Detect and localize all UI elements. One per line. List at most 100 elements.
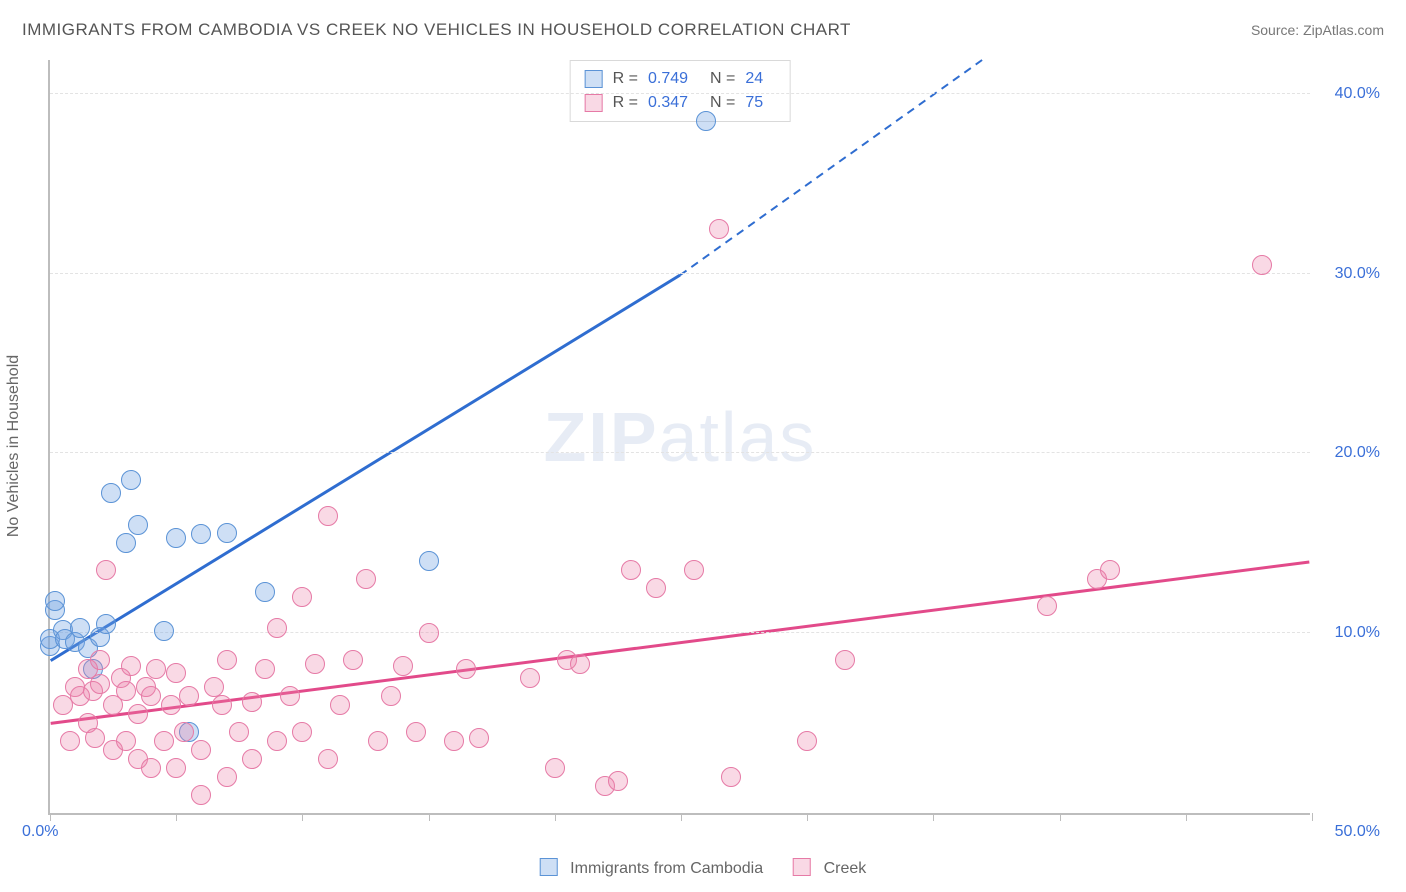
data-point — [60, 731, 80, 751]
x-tick — [933, 813, 934, 821]
data-point — [305, 654, 325, 674]
legend-n-value-2: 75 — [745, 91, 775, 115]
data-point — [116, 681, 136, 701]
data-point — [343, 650, 363, 670]
legend-swatch-2 — [585, 94, 603, 112]
x-tick — [176, 813, 177, 821]
data-point — [174, 722, 194, 742]
data-point — [121, 656, 141, 676]
data-point — [318, 749, 338, 769]
data-point — [406, 722, 426, 742]
data-point — [70, 618, 90, 638]
y-tick-label: 10.0% — [1335, 624, 1380, 642]
legend-n-label: N = — [710, 67, 735, 91]
x-tick — [50, 813, 51, 821]
data-point — [121, 470, 141, 490]
y-axis-label: No Vehicles in Household — [5, 355, 23, 537]
gridline — [50, 632, 1310, 633]
data-point — [419, 551, 439, 571]
data-point — [229, 722, 249, 742]
legend-n-label: N = — [710, 91, 735, 115]
y-tick-label: 30.0% — [1335, 265, 1380, 283]
data-point — [684, 560, 704, 580]
data-point — [1037, 596, 1057, 616]
source-label: Source: — [1251, 22, 1303, 38]
x-tick-label: 0.0% — [22, 823, 58, 841]
data-point — [146, 659, 166, 679]
data-point — [469, 728, 489, 748]
x-tick — [429, 813, 430, 821]
data-point — [368, 731, 388, 751]
legend-swatch-bottom-1 — [540, 858, 558, 876]
data-point — [141, 686, 161, 706]
data-point — [520, 668, 540, 688]
data-point — [318, 506, 338, 526]
legend-swatch-bottom-2 — [793, 858, 811, 876]
data-point — [255, 582, 275, 602]
data-point — [154, 731, 174, 751]
data-point — [217, 767, 237, 787]
data-point — [96, 560, 116, 580]
data-point — [255, 659, 275, 679]
data-point — [444, 731, 464, 751]
gridline — [50, 273, 1310, 274]
watermark: ZIPatlas — [544, 397, 817, 477]
data-point — [191, 785, 211, 805]
data-point — [96, 614, 116, 634]
legend-r-value-1: 0.749 — [648, 67, 700, 91]
data-point — [101, 483, 121, 503]
x-tick — [1186, 813, 1187, 821]
y-tick-label: 20.0% — [1335, 444, 1380, 462]
legend-row-series-1: R = 0.749 N = 24 — [585, 67, 776, 91]
data-point — [191, 524, 211, 544]
legend-label-1: Immigrants from Cambodia — [570, 860, 763, 877]
data-point — [128, 704, 148, 724]
data-point — [141, 758, 161, 778]
source-link[interactable]: ZipAtlas.com — [1303, 22, 1384, 38]
data-point — [217, 523, 237, 543]
data-point — [570, 654, 590, 674]
data-point — [191, 740, 211, 760]
watermark-zip: ZIP — [544, 398, 659, 476]
data-point — [267, 618, 287, 638]
data-point — [292, 587, 312, 607]
data-point — [242, 749, 262, 769]
x-tick — [807, 813, 808, 821]
data-point — [166, 758, 186, 778]
series-legend: Immigrants from Cambodia Creek — [540, 858, 867, 878]
x-tick — [681, 813, 682, 821]
data-point — [709, 219, 729, 239]
data-point — [45, 591, 65, 611]
legend-item-2: Creek — [793, 858, 866, 878]
data-point — [621, 560, 641, 580]
data-point — [696, 111, 716, 131]
data-point — [1100, 560, 1120, 580]
data-point — [456, 659, 476, 679]
data-point — [797, 731, 817, 751]
data-point — [179, 686, 199, 706]
data-point — [1252, 255, 1272, 275]
data-point — [608, 771, 628, 791]
data-point — [267, 731, 287, 751]
x-tick-label: 50.0% — [1335, 823, 1380, 841]
data-point — [356, 569, 376, 589]
data-point — [419, 623, 439, 643]
data-point — [835, 650, 855, 670]
data-point — [116, 533, 136, 553]
data-point — [217, 650, 237, 670]
legend-r-value-2: 0.347 — [648, 91, 700, 115]
data-point — [154, 621, 174, 641]
data-point — [166, 528, 186, 548]
data-point — [280, 686, 300, 706]
correlation-legend: R = 0.749 N = 24 R = 0.347 N = 75 — [570, 60, 791, 122]
data-point — [242, 692, 262, 712]
data-point — [85, 728, 105, 748]
data-point — [116, 731, 136, 751]
data-point — [128, 515, 148, 535]
legend-row-series-2: R = 0.347 N = 75 — [585, 91, 776, 115]
legend-n-value-1: 24 — [745, 67, 775, 91]
data-point — [721, 767, 741, 787]
x-tick — [1060, 813, 1061, 821]
data-point — [330, 695, 350, 715]
legend-r-label: R = — [613, 91, 638, 115]
